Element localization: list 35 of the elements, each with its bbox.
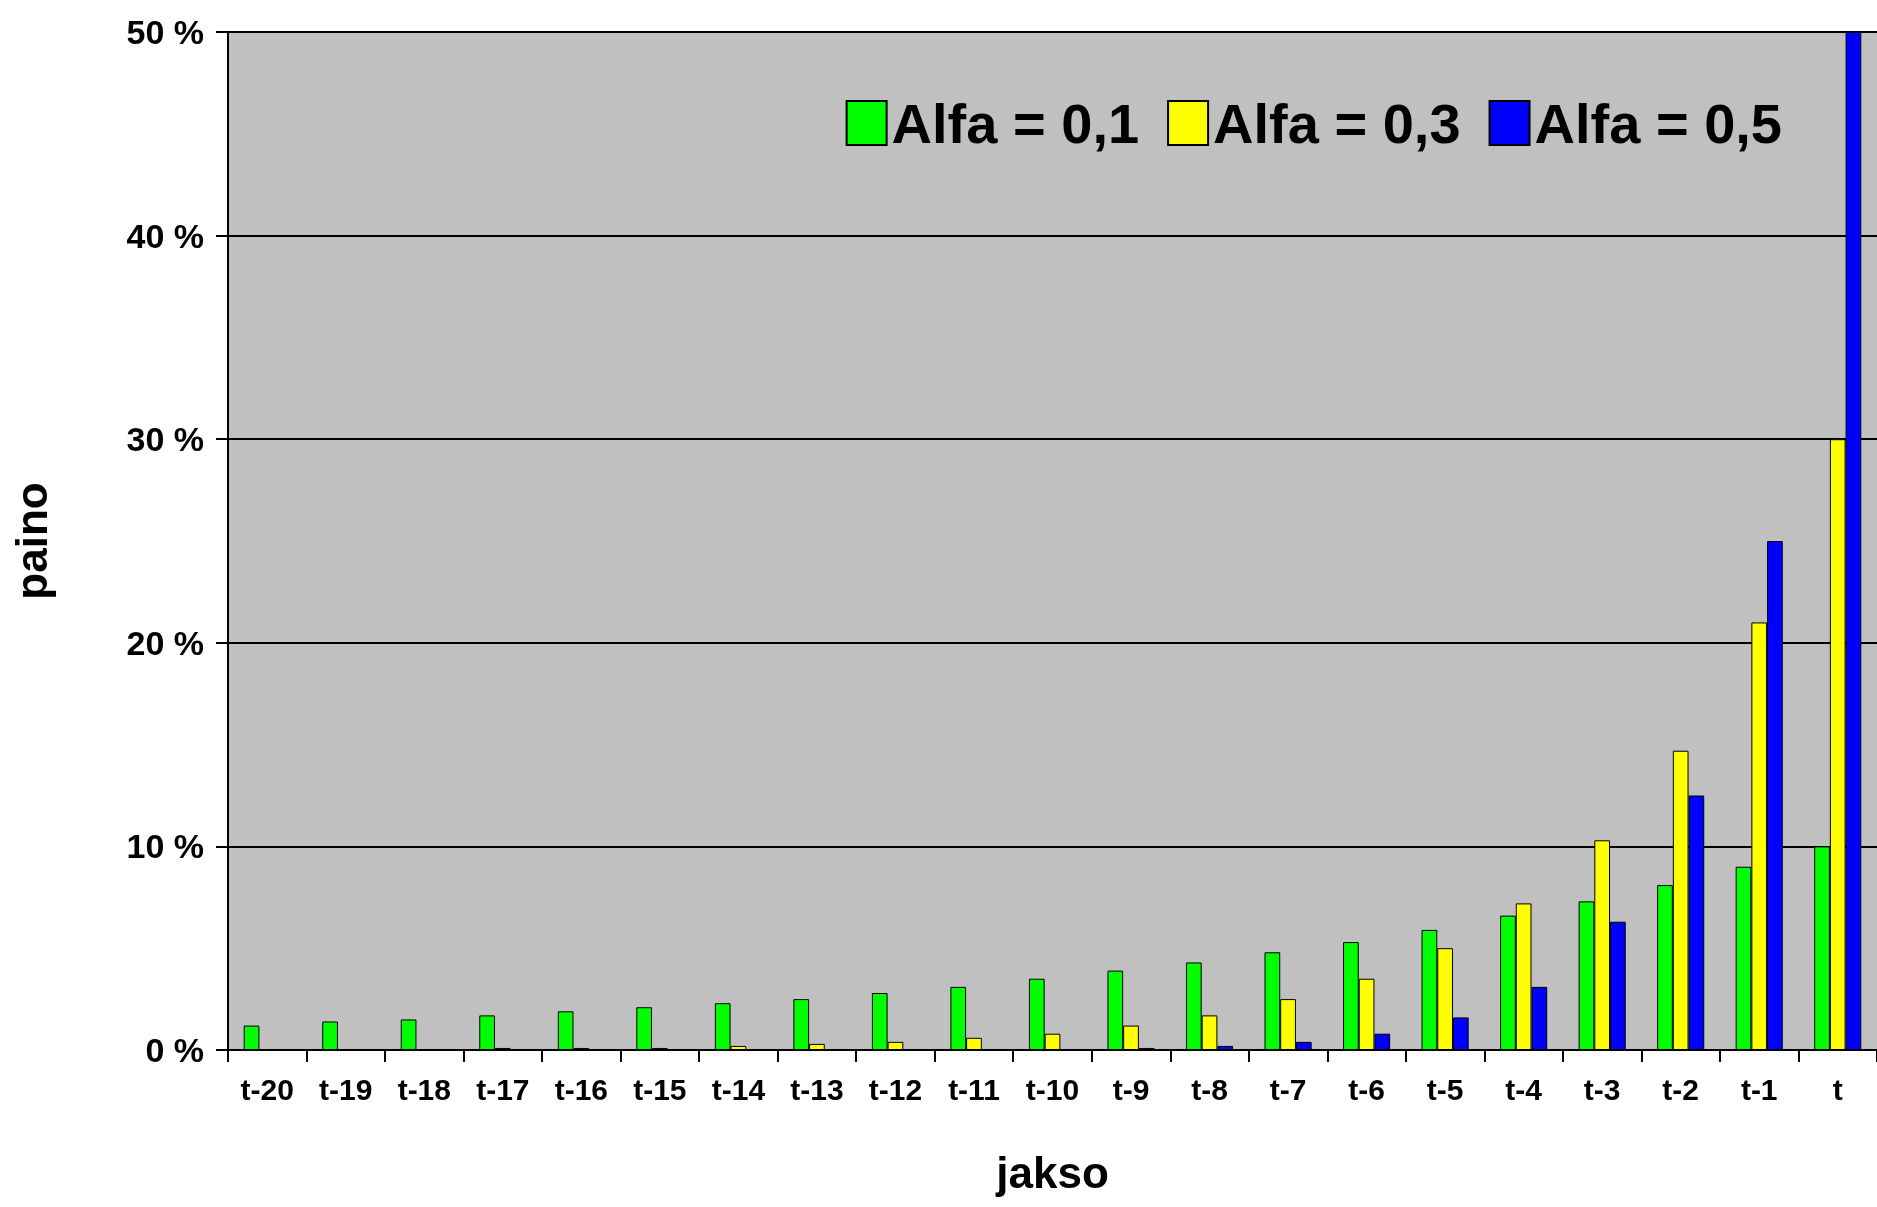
y-tick-label: 0 % [145, 1031, 204, 1069]
x-tick-label: t-5 [1426, 1072, 1464, 1106]
y-tick-label: 40 % [126, 216, 204, 255]
y-tick-label: 30 % [126, 420, 204, 459]
x-tick-label: t-16 [554, 1072, 609, 1106]
x-tick-label: t-10 [1025, 1072, 1080, 1106]
bar [322, 1021, 338, 1050]
bar [400, 1019, 417, 1050]
x-tick-label: t-2 [1662, 1072, 1700, 1106]
x-tick-label: t-20 [240, 1072, 294, 1106]
x-tick-label: t [1832, 1072, 1843, 1106]
x-tick-label: t-8 [1191, 1072, 1228, 1106]
legend-label: Alfa = 0,5 [1534, 91, 1783, 155]
bar [243, 1025, 260, 1050]
x-tick-label: t-12 [868, 1072, 923, 1106]
x-tick-label: t-11 [948, 1072, 1000, 1106]
legend-label: Alfa = 0,3 [1213, 91, 1461, 155]
y-tick-label: 50 % [126, 13, 204, 51]
y-tick-label: 10 % [126, 827, 204, 866]
x-tick-label: t-19 [319, 1072, 373, 1106]
x-tick-label: t-3 [1583, 1072, 1621, 1106]
x-tick-label: t-14 [711, 1072, 766, 1106]
x-tick-label: t-4 [1505, 1072, 1543, 1106]
y-tick-label: 20 % [126, 623, 204, 662]
x-tick-label: t-18 [397, 1072, 451, 1106]
legend-label: Alfa = 0,1 [891, 91, 1140, 155]
x-tick-label: t-6 [1348, 1072, 1385, 1106]
x-tick-label: t-9 [1112, 1072, 1150, 1106]
x-tick-label: t-15 [633, 1072, 687, 1106]
y-axis-title: paino [6, 482, 56, 600]
x-tick-label: t-13 [790, 1072, 844, 1106]
x-tick-label: t-7 [1269, 1072, 1307, 1106]
x-tick-label: t-1 [1740, 1072, 1778, 1106]
x-axis-title: jakso [995, 1147, 1109, 1197]
x-tick-label: t-17 [476, 1072, 530, 1106]
